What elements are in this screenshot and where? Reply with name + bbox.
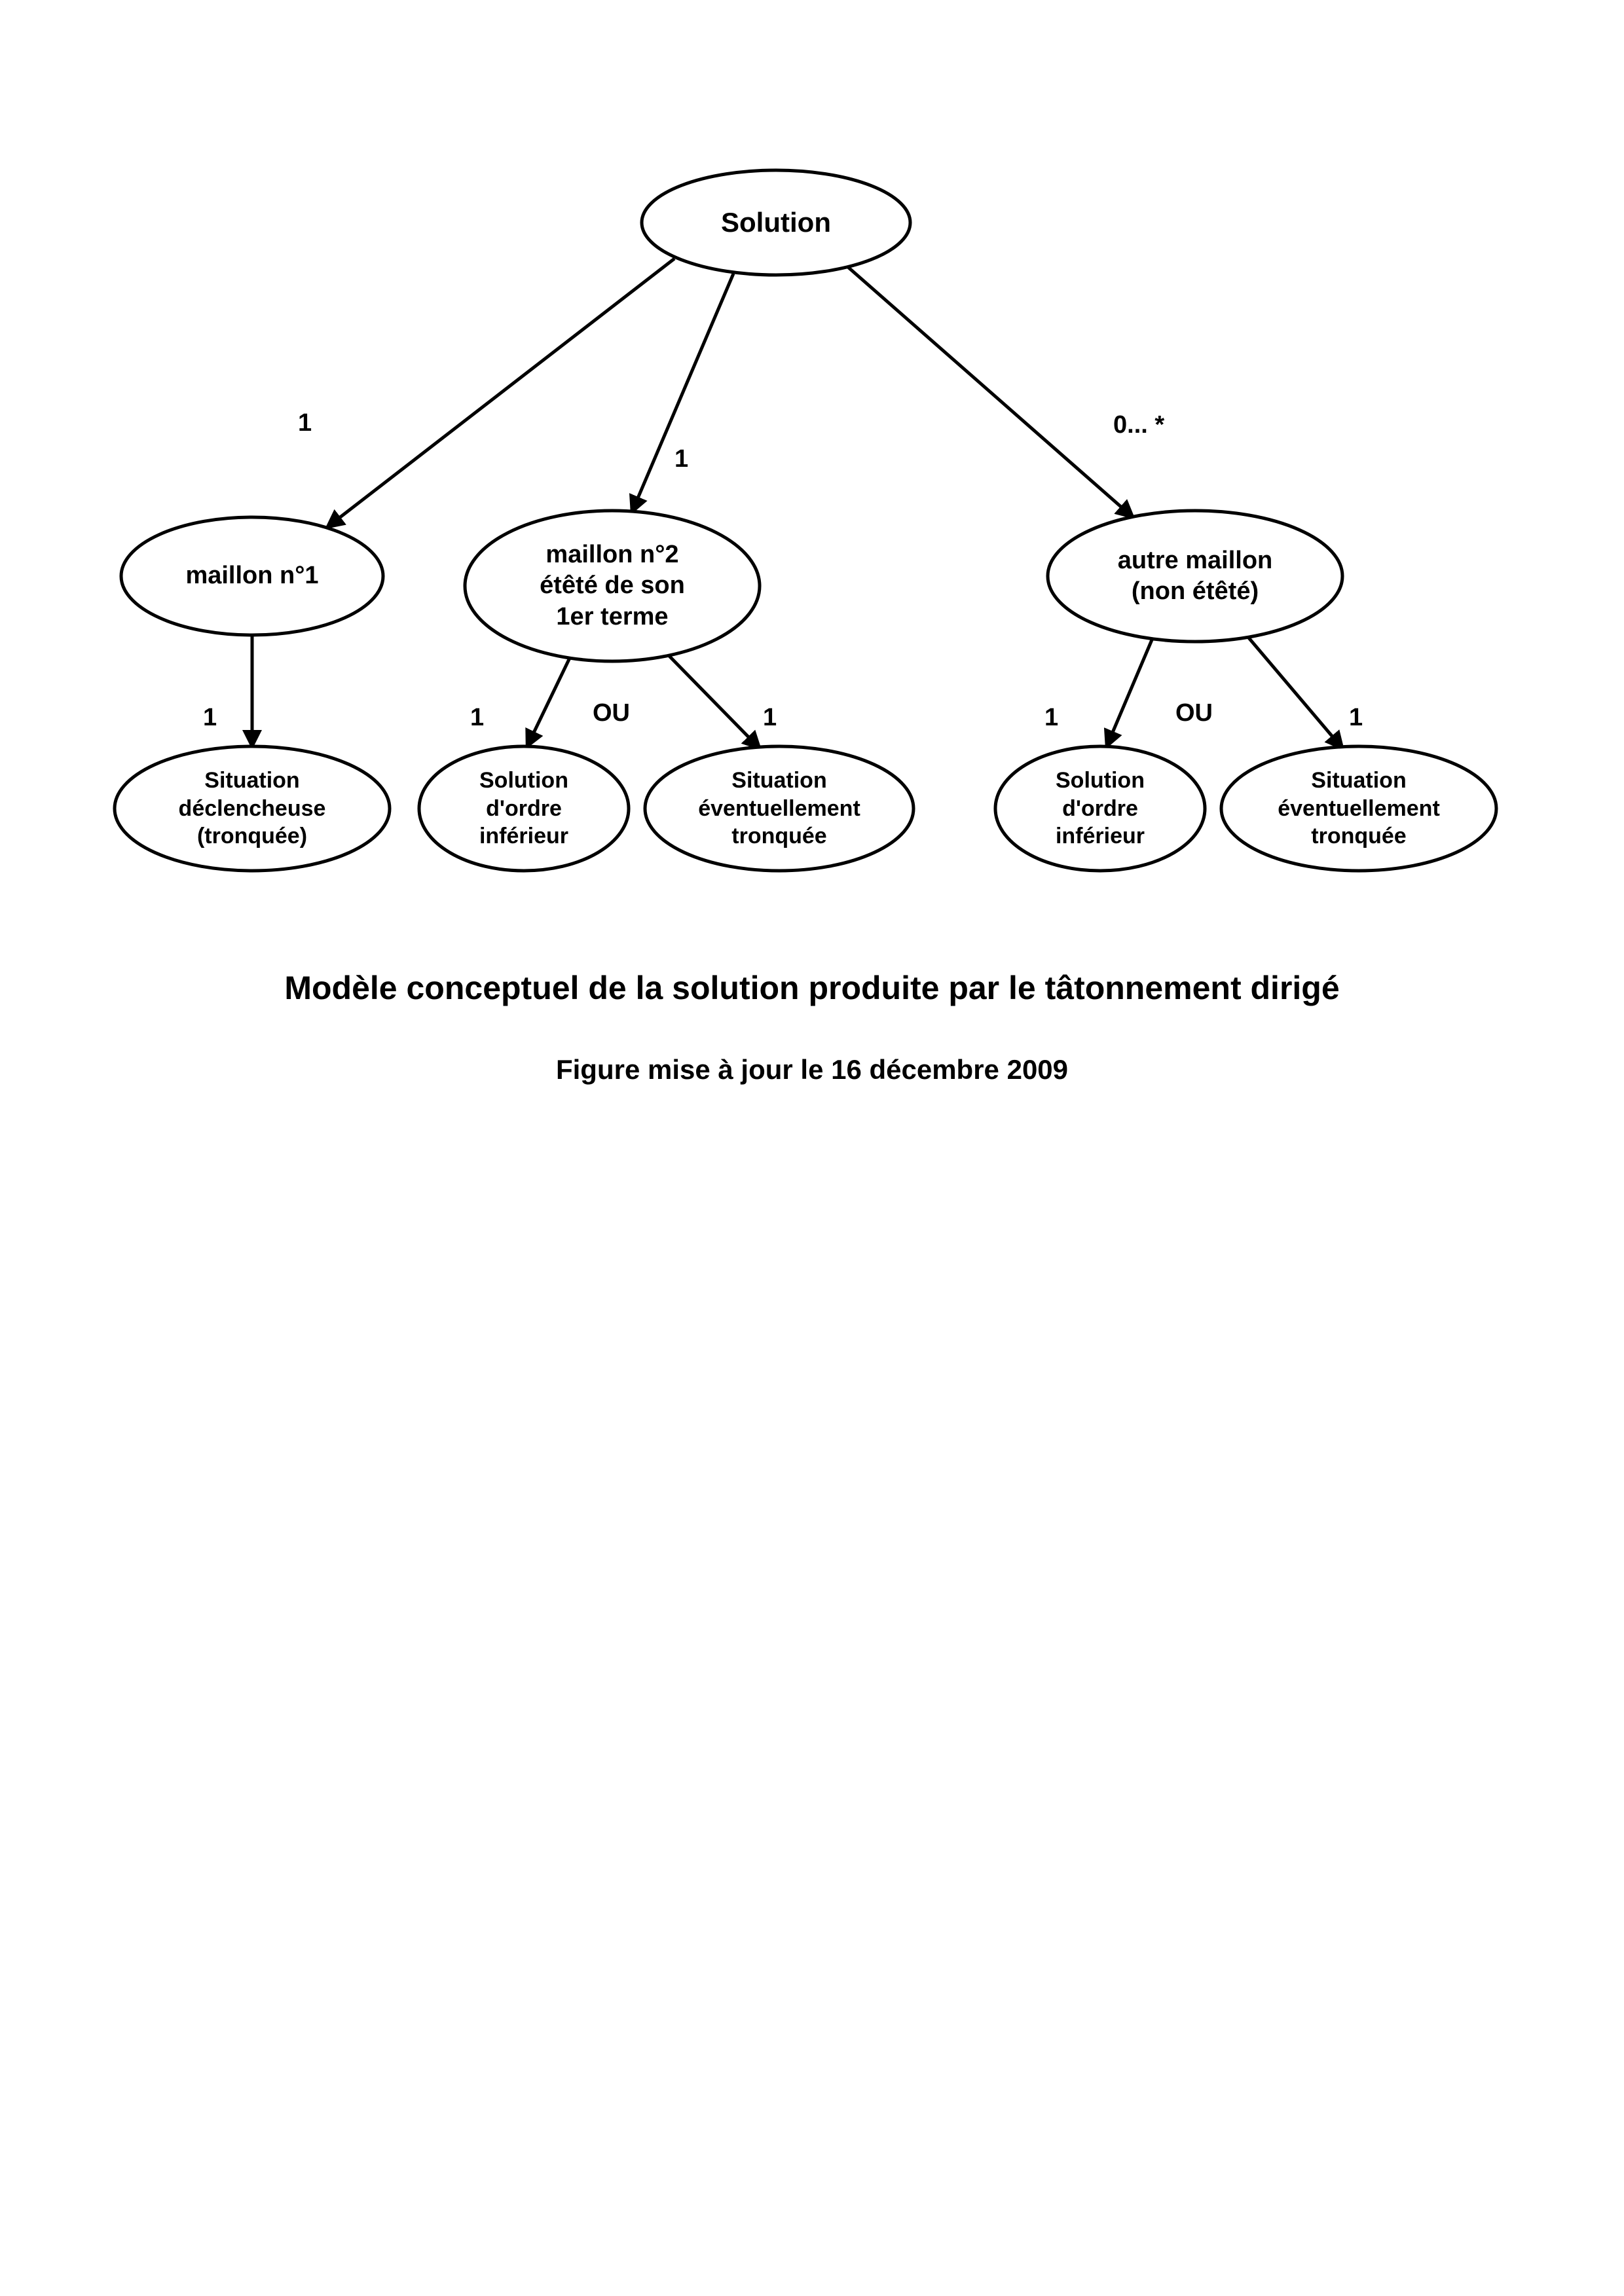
node-label-sol_inf_1: Solution d'ordre inférieur: [419, 746, 629, 871]
edge-label-maillon1-sit_decl: 1: [203, 704, 217, 732]
edge-label-maillon2-sit_ev_1: 1: [763, 704, 777, 732]
or-label-0: OU: [593, 699, 630, 727]
edge-maillon2-sol_inf_1: [527, 658, 570, 746]
edge-label-solution-maillon2: 1: [674, 445, 688, 473]
diagram-svg: [0, 0, 1624, 2296]
edge-maillon2-sit_ev_1: [668, 655, 760, 748]
conceptual-model-diagram: 1 1 0... * 1 1 1 1 1 OU OU Solution maillon n°1 mail…: [0, 0, 1624, 2296]
edge-label-maillon2-sol_inf_1: 1: [470, 704, 484, 732]
node-label-maillon2: maillon n°2 étêté de son 1er terme: [465, 511, 760, 661]
edge-label-solution-maillon1: 1: [298, 409, 312, 437]
edge-solution-maillon1: [327, 259, 674, 527]
edge-autre-sol_inf_2: [1107, 638, 1153, 746]
node-label-autre: autre maillon (non étêté): [1048, 511, 1342, 642]
node-label-sol_inf_2: Solution d'ordre inférieur: [995, 746, 1205, 871]
node-label-sit_ev_2: Situation éventuellement tronquée: [1221, 746, 1496, 871]
node-label-maillon1: maillon n°1: [121, 517, 383, 635]
edge-solution-maillon2: [632, 274, 733, 512]
node-label-sit_ev_1: Situation éventuellement tronquée: [645, 746, 913, 871]
edge-solution-autre: [848, 267, 1133, 517]
node-label-sit_decl: Situation déclencheuse (tronquée): [115, 746, 390, 871]
caption-title: Modèle conceptuel de la solution produit…: [0, 969, 1624, 1007]
or-label-1: OU: [1175, 699, 1213, 727]
edge-autre-sit_ev_2: [1247, 636, 1342, 748]
node-label-solution: Solution: [642, 170, 910, 275]
caption-subtitle: Figure mise à jour le 16 décembre 2009: [0, 1054, 1624, 1085]
edge-label-autre-sol_inf_2: 1: [1044, 704, 1058, 732]
edge-label-solution-autre: 0... *: [1113, 411, 1164, 439]
edge-label-autre-sit_ev_2: 1: [1349, 704, 1363, 732]
